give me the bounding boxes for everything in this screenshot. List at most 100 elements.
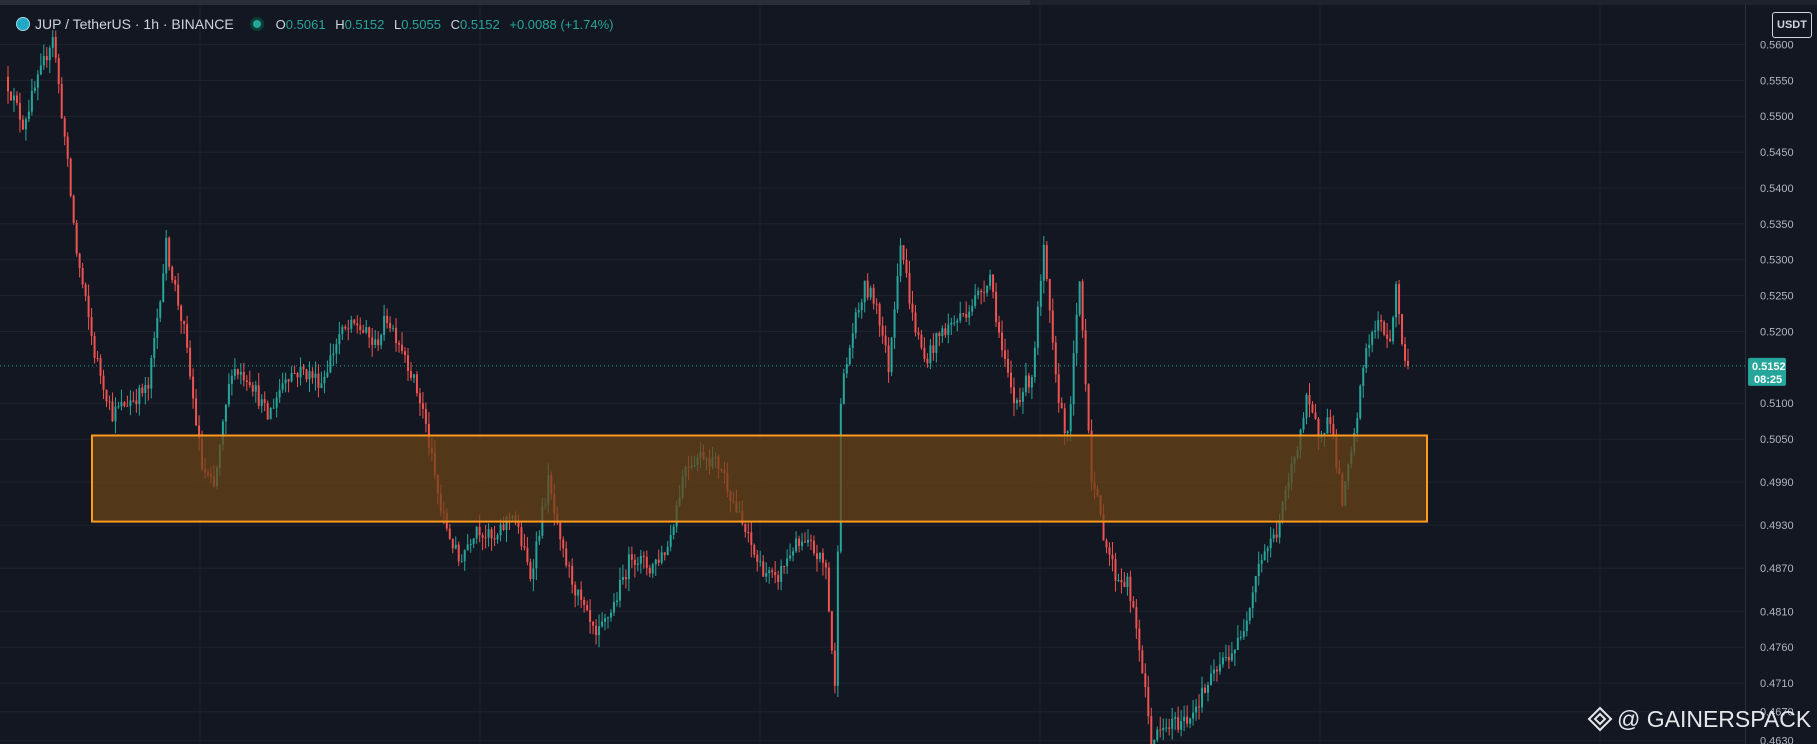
candle (887, 337, 890, 383)
candle (189, 340, 192, 380)
candle-body (1207, 685, 1209, 693)
candle-body (830, 611, 833, 651)
candle (1227, 645, 1230, 669)
candle-body (171, 266, 174, 280)
candle-body (374, 339, 377, 345)
candle (344, 324, 347, 331)
candle (1168, 718, 1171, 736)
candle-body (562, 539, 565, 549)
candle (424, 402, 427, 433)
candle-body (362, 330, 365, 333)
candle-body (105, 389, 108, 402)
candle (48, 45, 51, 74)
candle-body (1380, 320, 1383, 322)
candle (1305, 392, 1308, 425)
candle-body (147, 385, 150, 389)
candle-body (1305, 394, 1308, 418)
candle (953, 315, 956, 327)
candle-body (296, 373, 299, 378)
candle-body (621, 577, 624, 580)
candle (317, 364, 320, 398)
candle (272, 398, 275, 409)
candle-body (1395, 284, 1398, 318)
candle-body (287, 379, 290, 382)
candle (415, 371, 418, 397)
candle-body (595, 625, 598, 636)
candle (1192, 699, 1195, 726)
candle-body (1198, 706, 1201, 708)
candle-body (389, 322, 392, 329)
candle (1311, 401, 1314, 414)
candle (1111, 541, 1114, 572)
candle (836, 545, 839, 697)
candle-body (18, 102, 21, 120)
candlestick-chart[interactable] (0, 5, 1745, 744)
candle-body (920, 334, 923, 348)
candle-body (1377, 320, 1380, 331)
candle-body (1389, 338, 1392, 342)
candle (1054, 335, 1057, 383)
price-axis[interactable]: 0.5600 0.5550 0.5500 0.5450 0.5400 0.5350 0.53… (1745, 5, 1817, 744)
candle-body (1371, 331, 1374, 345)
candle-body (102, 375, 105, 390)
support-zone[interactable] (91, 434, 1428, 523)
candle-body (407, 355, 409, 371)
candle (651, 562, 654, 579)
candle-body (21, 119, 24, 130)
candle (577, 589, 580, 606)
candle-body (353, 319, 356, 324)
candle-body (1042, 245, 1045, 281)
candle (36, 70, 39, 101)
candle-body (648, 567, 651, 574)
candle-body (195, 398, 198, 426)
candle (1126, 572, 1129, 596)
candle-body (1362, 368, 1365, 387)
candle (493, 526, 496, 547)
candle (860, 298, 863, 319)
watermark-text: @ GAINERSPACK (1617, 705, 1812, 732)
candle (1395, 281, 1398, 328)
candle (621, 564, 624, 585)
candle-body (165, 237, 168, 274)
candle (917, 327, 920, 340)
candle-body (1224, 656, 1227, 658)
candle-body (612, 602, 615, 613)
candle (1174, 712, 1177, 730)
candle (299, 357, 302, 386)
candle (1009, 360, 1012, 394)
candle (141, 383, 144, 397)
candle (947, 313, 950, 344)
candle-body (941, 328, 944, 337)
candle (1024, 362, 1027, 397)
candle-body (260, 399, 263, 406)
candle-body (7, 76, 9, 92)
candle (144, 376, 147, 405)
candle (574, 581, 577, 608)
price-tick-label: 0.5550 (1760, 75, 1794, 87)
symbol-title[interactable]: JUP / TetherUS · 1h · BINANCE (35, 16, 234, 32)
candle-body (1251, 592, 1254, 609)
candle-body (902, 245, 905, 260)
candle (609, 609, 612, 622)
candle-body (1162, 727, 1165, 730)
candle (260, 394, 263, 413)
candle-body (1180, 721, 1183, 730)
jup-logo-icon (16, 17, 30, 31)
candle (977, 287, 980, 300)
market-status-icon[interactable] (249, 17, 264, 31)
candle-body (571, 565, 574, 585)
candle-body (878, 304, 881, 326)
candle-body (651, 564, 654, 574)
candle-body (263, 399, 266, 404)
candle (1078, 281, 1081, 317)
candle (395, 318, 398, 352)
candle-body (221, 421, 224, 445)
candle (39, 53, 42, 76)
candle (642, 551, 645, 569)
candle-body (747, 532, 750, 534)
candle-body (1150, 716, 1153, 744)
candle (944, 323, 947, 338)
candle-body (1075, 314, 1078, 354)
candle-body (1030, 377, 1033, 388)
currency-button[interactable]: USDT (1772, 12, 1812, 38)
